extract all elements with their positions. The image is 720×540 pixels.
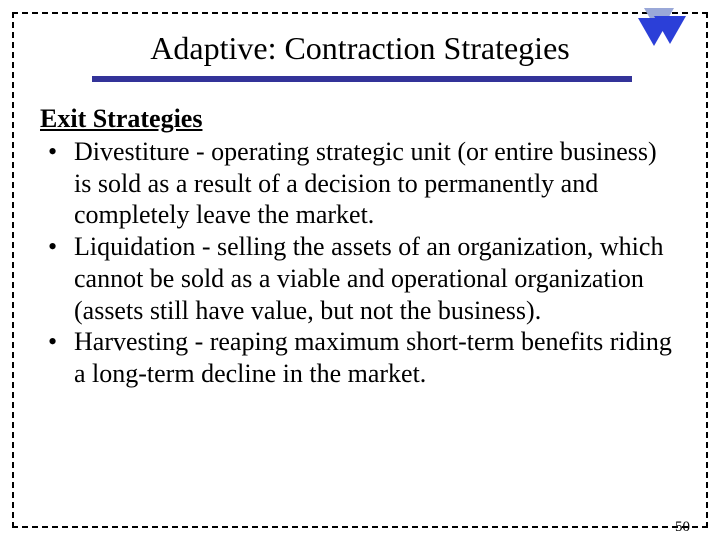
slide-title: Adaptive: Contraction Strategies [150, 30, 569, 67]
section-heading: Exit Strategies [40, 104, 680, 134]
page-number: 50 [675, 519, 690, 536]
content-area: Exit Strategies Divestiture - operating … [40, 104, 680, 390]
list-item: Liquidation - selling the assets of an o… [40, 231, 680, 326]
title-underline [92, 76, 632, 82]
title-container: Adaptive: Contraction Strategies [0, 30, 720, 67]
list-item: Divestiture - operating strategic unit (… [40, 136, 680, 231]
list-item: Harvesting - reaping maximum short-term … [40, 326, 680, 389]
bullet-list: Divestiture - operating strategic unit (… [40, 136, 680, 390]
